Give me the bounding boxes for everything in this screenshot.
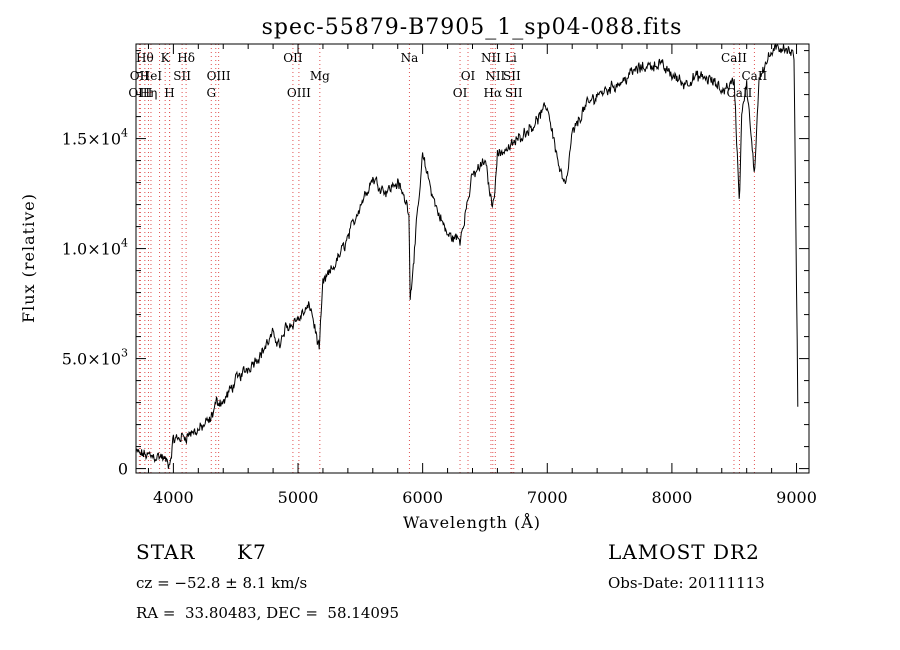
line-label: OII <box>283 51 303 65</box>
x-tick-label: 4000 <box>153 488 194 507</box>
x-tick-label: 6000 <box>402 488 443 507</box>
line-labels: OII OIII Hθ Hη HeI K H SII Hδ G OIII OII OIII Mg Na OI O… <box>128 51 767 100</box>
line-label: SII <box>503 69 521 83</box>
line-label: OI <box>461 69 476 83</box>
line-label: K <box>161 51 171 65</box>
y-axis-label: Flux (relative) <box>19 193 38 323</box>
x-tick-label: 7000 <box>527 488 568 507</box>
object-subclass: K7 <box>237 540 267 564</box>
line-label: CaII <box>727 86 753 100</box>
redshift-text: cz = −52.8 ± 8.1 km/s <box>136 574 308 592</box>
y-tick-label: 1.0×104 <box>62 237 128 259</box>
line-label: OIII <box>128 86 152 100</box>
y-tick-label: 5.0×103 <box>62 347 128 369</box>
survey-name: LAMOST DR2 <box>608 540 760 564</box>
line-label: NII <box>485 69 505 83</box>
line-label: Li <box>505 51 517 65</box>
spectrum-series <box>135 43 799 469</box>
x-tick-label: 5000 <box>278 488 319 507</box>
line-label: Hη <box>140 86 158 100</box>
x-tick-label: 9000 <box>776 488 817 507</box>
line-label: OII <box>130 69 150 83</box>
line-label: Hα <box>484 86 503 100</box>
line-label: CaII <box>741 69 767 83</box>
line-label: Na <box>401 51 419 65</box>
line-label: SII <box>505 86 523 100</box>
x-axis-label: Wavelength (Å) <box>403 512 541 532</box>
line-label: Mg <box>310 69 330 83</box>
line-label: OIII <box>287 86 311 100</box>
line-label: H <box>164 86 174 100</box>
line-label: OI <box>453 86 468 100</box>
line-label: OIII <box>207 69 231 83</box>
x-tick-label: 8000 <box>652 488 693 507</box>
object-class: STAR <box>136 540 196 564</box>
line-label: Hδ <box>177 51 195 65</box>
plot-frame <box>135 43 810 474</box>
line-label: HeI <box>140 69 163 83</box>
line-label: Hθ <box>136 51 154 65</box>
line-label: NII <box>481 51 501 65</box>
chart-title: spec-55879-B7905_1_sp04-088.fits <box>262 15 683 40</box>
line-label: SII <box>173 69 191 83</box>
coordinates-text: RA = 33.80483, DEC = 58.14095 <box>136 604 400 622</box>
y-tick-label: 0 <box>118 460 128 479</box>
line-markers <box>138 44 755 473</box>
y-axis: 0 5.0×103 1.0×104 1.5×104 <box>62 50 809 479</box>
line-label: G <box>206 86 216 100</box>
obs-date-text: Obs-Date: 20111113 <box>608 574 765 592</box>
y-tick-label: 1.5×104 <box>62 127 128 149</box>
x-axis: 4000 5000 6000 7000 8000 9000 <box>147 44 817 507</box>
line-label: CaII <box>721 51 747 65</box>
